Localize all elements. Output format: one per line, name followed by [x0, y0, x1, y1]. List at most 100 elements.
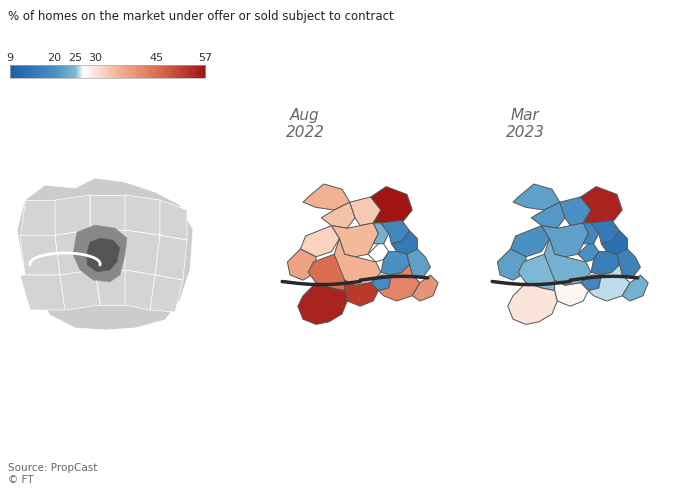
- Polygon shape: [554, 280, 589, 306]
- Bar: [65, 65, 66, 78]
- Text: Aug
2022: Aug 2022: [286, 108, 325, 140]
- Bar: [105, 65, 106, 78]
- Bar: [181, 65, 183, 78]
- Bar: [10, 65, 11, 78]
- Bar: [199, 65, 200, 78]
- Bar: [153, 65, 154, 78]
- Bar: [174, 65, 176, 78]
- Bar: [158, 65, 159, 78]
- Bar: [196, 65, 197, 78]
- Bar: [83, 65, 85, 78]
- Polygon shape: [334, 238, 381, 286]
- Bar: [148, 65, 150, 78]
- Text: 30: 30: [88, 53, 102, 63]
- Bar: [35, 65, 36, 78]
- Bar: [204, 65, 206, 78]
- Bar: [132, 65, 133, 78]
- Bar: [88, 65, 89, 78]
- Bar: [82, 65, 83, 78]
- Polygon shape: [370, 275, 391, 290]
- Bar: [107, 65, 108, 78]
- Bar: [18, 65, 20, 78]
- Bar: [100, 65, 102, 78]
- Text: 9: 9: [6, 53, 13, 63]
- Bar: [204, 65, 205, 78]
- Bar: [203, 65, 204, 78]
- Bar: [161, 65, 162, 78]
- Bar: [92, 65, 94, 78]
- Bar: [121, 65, 122, 78]
- Bar: [54, 65, 55, 78]
- Bar: [93, 65, 95, 78]
- Polygon shape: [379, 264, 420, 301]
- Bar: [32, 65, 34, 78]
- Bar: [128, 65, 130, 78]
- Bar: [126, 65, 127, 78]
- Bar: [116, 65, 117, 78]
- Text: Mar
2023: Mar 2023: [505, 108, 545, 140]
- Bar: [178, 65, 179, 78]
- Bar: [185, 65, 186, 78]
- Polygon shape: [622, 275, 648, 301]
- Bar: [76, 65, 77, 78]
- Bar: [83, 65, 84, 78]
- Polygon shape: [60, 270, 100, 310]
- Bar: [50, 65, 51, 78]
- Bar: [133, 65, 134, 78]
- Bar: [122, 65, 123, 78]
- Bar: [18, 65, 19, 78]
- Polygon shape: [308, 254, 344, 290]
- Bar: [85, 65, 86, 78]
- Bar: [189, 65, 190, 78]
- Bar: [201, 65, 202, 78]
- Bar: [19, 65, 20, 78]
- Bar: [63, 65, 64, 78]
- Polygon shape: [412, 275, 438, 301]
- Bar: [92, 65, 93, 78]
- Bar: [173, 65, 174, 78]
- Bar: [142, 65, 143, 78]
- Bar: [91, 65, 92, 78]
- Polygon shape: [20, 200, 55, 235]
- Bar: [45, 65, 46, 78]
- Polygon shape: [73, 225, 127, 282]
- Polygon shape: [125, 270, 155, 310]
- Bar: [139, 65, 141, 78]
- Polygon shape: [368, 244, 388, 262]
- Bar: [168, 65, 169, 78]
- Bar: [156, 65, 158, 78]
- Bar: [46, 65, 47, 78]
- Polygon shape: [298, 283, 347, 325]
- Bar: [148, 65, 149, 78]
- Polygon shape: [87, 238, 120, 272]
- Bar: [90, 65, 91, 78]
- Bar: [41, 65, 43, 78]
- Bar: [145, 65, 146, 78]
- Bar: [10, 65, 205, 78]
- Bar: [126, 65, 127, 78]
- Bar: [202, 65, 204, 78]
- Bar: [55, 65, 56, 78]
- Bar: [145, 65, 146, 78]
- Bar: [115, 65, 116, 78]
- Bar: [134, 65, 135, 78]
- Bar: [174, 65, 175, 78]
- Bar: [136, 65, 138, 78]
- Bar: [62, 65, 63, 78]
- Bar: [12, 65, 13, 78]
- Bar: [61, 65, 62, 78]
- Bar: [47, 65, 48, 78]
- Bar: [84, 65, 85, 78]
- Bar: [13, 65, 15, 78]
- Bar: [34, 65, 35, 78]
- Bar: [38, 65, 39, 78]
- Bar: [41, 65, 42, 78]
- Bar: [112, 65, 113, 78]
- Bar: [122, 65, 124, 78]
- Bar: [191, 65, 193, 78]
- Bar: [182, 65, 183, 78]
- Bar: [106, 65, 107, 78]
- Bar: [74, 65, 75, 78]
- Polygon shape: [20, 235, 60, 275]
- Bar: [52, 65, 53, 78]
